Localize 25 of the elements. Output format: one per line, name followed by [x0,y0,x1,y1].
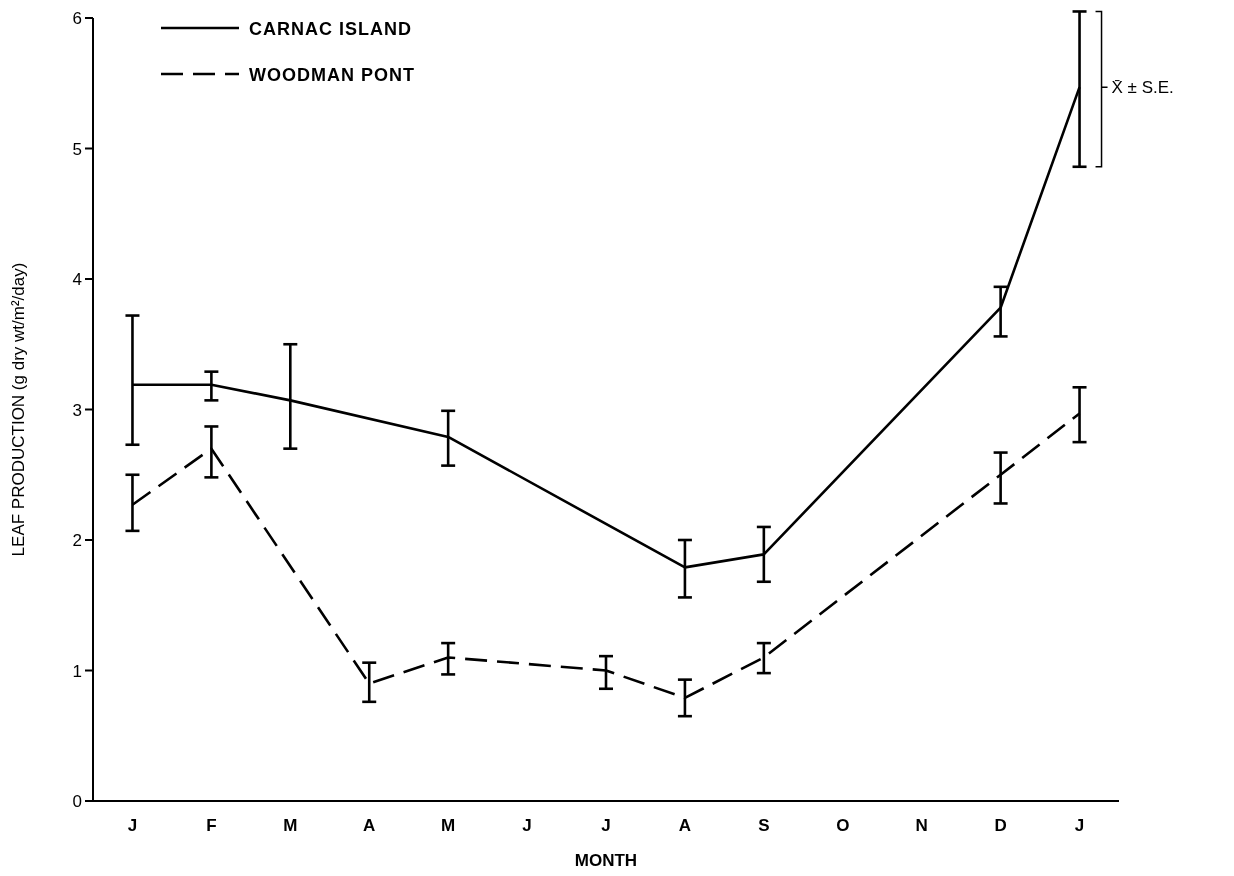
y-tick-label: 4 [72,270,82,289]
y-tick-label: 0 [72,792,82,811]
annotation: X̄ ± S.E. [1111,78,1174,98]
x-tick-label: F [206,816,217,835]
x-tick-label: A [363,816,376,835]
x-tick-label: A [678,816,692,835]
y-tick-label: 5 [72,139,82,159]
x-tick-label: S [758,816,770,835]
legend-label: CARNAC ISLAND [249,19,412,39]
x-tick-label: J [127,816,138,835]
x-tick-label: J [522,816,532,835]
y-axis-title: LEAF PRODUCTION (g dry wt/m²/day) [9,262,28,557]
x-tick-label: D [994,816,1007,835]
x-tick-label: O [836,816,850,835]
y-tick-label: 2 [72,531,82,550]
x-tick-label: M [283,816,298,835]
x-tick-label: J [1074,816,1085,835]
x-tick-label: J [601,816,611,835]
y-tick-label: 1 [72,661,82,681]
x-axis-title: MONTH [574,851,638,870]
x-tick-label: M [441,816,456,835]
x-tick-label: N [915,816,928,835]
y-tick-label: 6 [72,9,82,28]
y-tick-label: 3 [72,400,82,420]
legend-label: WOODMAN PONT [249,65,415,85]
